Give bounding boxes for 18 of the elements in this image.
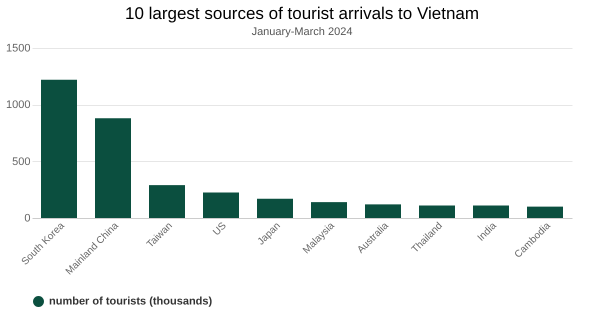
chart-subtitle: January-March 2024	[252, 26, 352, 38]
bar	[473, 206, 509, 218]
bar	[365, 204, 401, 218]
y-tick-label: 1000	[6, 99, 30, 112]
chart-title: 10 largest sources of tourist arrivals to Vietnam	[124, 4, 480, 23]
bar	[311, 202, 347, 218]
y-tick-label: 500	[12, 156, 30, 168]
bar	[203, 192, 239, 218]
x-tick-label: US	[211, 220, 229, 238]
y-tick-label: 1500	[6, 42, 30, 54]
bar	[257, 198, 293, 218]
legend-label: number of tourists (thousands)	[49, 296, 212, 308]
bar	[527, 206, 563, 218]
bar	[41, 80, 77, 218]
bar	[419, 206, 455, 218]
bar	[149, 185, 185, 218]
y-tick-label: 0	[24, 212, 30, 224]
bar	[95, 118, 131, 218]
